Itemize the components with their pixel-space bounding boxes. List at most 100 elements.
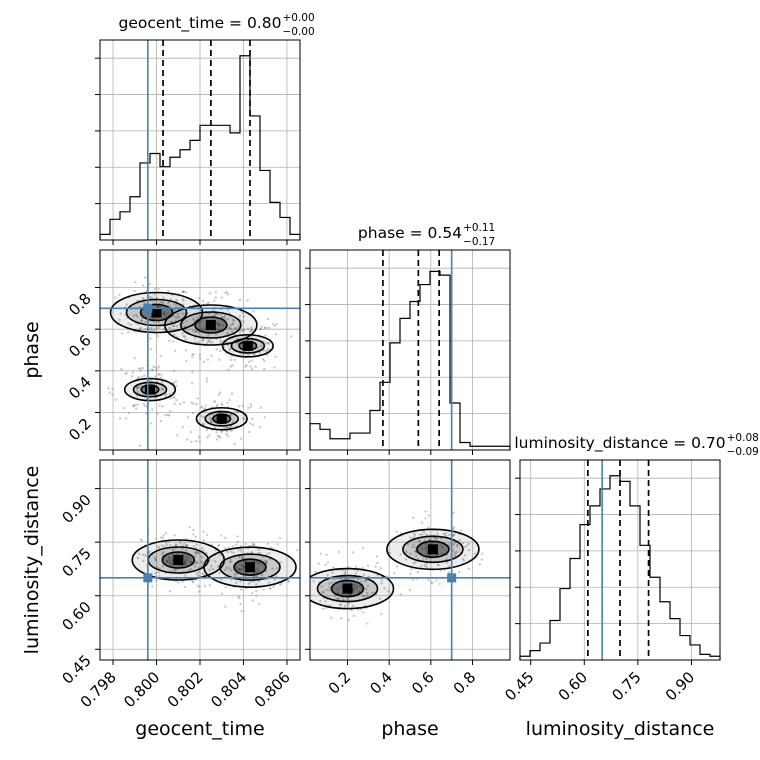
sample-point bbox=[404, 558, 408, 561]
sample-point bbox=[418, 539, 421, 542]
sample-point bbox=[228, 347, 231, 350]
sample-point bbox=[220, 430, 223, 434]
sample-point bbox=[189, 430, 193, 434]
sample-point bbox=[168, 410, 172, 413]
sample-point bbox=[303, 600, 305, 602]
sample-point bbox=[399, 593, 403, 596]
sample-point bbox=[201, 338, 204, 341]
sample-point bbox=[229, 365, 233, 368]
sample-point bbox=[407, 543, 410, 546]
sample-point bbox=[425, 552, 428, 555]
sample-point bbox=[157, 305, 160, 308]
sample-point bbox=[234, 565, 238, 568]
sample-point bbox=[188, 526, 191, 529]
sample-point bbox=[343, 604, 347, 608]
sample-point bbox=[183, 335, 187, 338]
sample-point bbox=[230, 578, 233, 581]
sample-point bbox=[332, 565, 335, 569]
sample-point bbox=[221, 323, 225, 327]
sample-point bbox=[217, 393, 221, 396]
sample-point bbox=[165, 393, 168, 396]
sample-point bbox=[203, 314, 207, 317]
sample-point bbox=[144, 404, 147, 408]
sample-point bbox=[351, 604, 354, 608]
sample-point bbox=[225, 291, 229, 294]
sample-point bbox=[258, 562, 262, 565]
sample-point bbox=[366, 564, 370, 567]
y-tick-label: 0.2 bbox=[65, 415, 95, 445]
sample-point bbox=[208, 339, 211, 342]
sample-point bbox=[229, 324, 232, 327]
sample-point bbox=[242, 315, 245, 318]
sample-point bbox=[262, 349, 266, 352]
sample-point bbox=[183, 562, 186, 565]
sample-point bbox=[163, 310, 166, 314]
sample-point bbox=[216, 565, 220, 568]
density-peak bbox=[342, 583, 353, 594]
sample-point bbox=[185, 359, 188, 363]
sample-point bbox=[229, 425, 232, 428]
sample-point bbox=[216, 403, 219, 407]
sample-point bbox=[211, 567, 215, 571]
sample-point bbox=[198, 585, 201, 589]
sample-point bbox=[435, 537, 439, 541]
sample-point bbox=[265, 353, 269, 357]
sample-point bbox=[461, 557, 465, 561]
sample-point bbox=[266, 341, 270, 345]
sample-point bbox=[238, 314, 242, 318]
sample-point bbox=[361, 546, 365, 550]
sample-point bbox=[356, 570, 359, 573]
sample-point bbox=[135, 313, 138, 317]
sample-point bbox=[154, 369, 158, 372]
sample-point bbox=[168, 339, 171, 342]
sample-point bbox=[325, 588, 328, 592]
sample-point bbox=[271, 567, 274, 570]
sample-point bbox=[111, 387, 114, 391]
sample-point bbox=[453, 533, 456, 536]
y-tick-label: 0.90 bbox=[58, 491, 94, 527]
panel-title-minus: −0.00 bbox=[282, 26, 314, 38]
x-tick-label: 0.75 bbox=[608, 668, 644, 704]
sample-point bbox=[217, 322, 221, 325]
sample-point bbox=[240, 550, 243, 553]
sample-point bbox=[267, 342, 271, 345]
sample-point bbox=[220, 316, 224, 319]
sample-point bbox=[237, 405, 241, 408]
sample-point bbox=[142, 553, 145, 556]
sample-point bbox=[137, 386, 140, 389]
sample-point bbox=[197, 552, 200, 555]
sample-point bbox=[227, 546, 230, 549]
sample-point bbox=[127, 322, 130, 325]
density-peak bbox=[427, 544, 438, 555]
sample-point bbox=[226, 331, 229, 335]
sample-point bbox=[242, 328, 246, 331]
panel-title-plus: +0.11 bbox=[463, 222, 495, 234]
sample-point bbox=[157, 326, 160, 330]
sample-point bbox=[218, 358, 221, 361]
density-peak bbox=[151, 307, 162, 318]
histogram-panel-phase: phase = 0.54 +0.11 −0.17 bbox=[305, 222, 511, 455]
sample-point bbox=[182, 553, 185, 556]
sample-point bbox=[139, 326, 142, 330]
sample-point bbox=[278, 537, 282, 540]
sample-point bbox=[214, 291, 218, 294]
sample-point bbox=[185, 320, 188, 323]
density-peak bbox=[216, 413, 227, 424]
sample-point bbox=[192, 329, 195, 333]
sample-point bbox=[287, 580, 290, 583]
sample-point bbox=[125, 372, 128, 375]
sample-point bbox=[156, 334, 160, 338]
sample-point bbox=[144, 320, 147, 324]
sample-point bbox=[157, 571, 161, 574]
sample-point bbox=[118, 293, 121, 297]
sample-point bbox=[427, 553, 430, 557]
sample-point bbox=[159, 300, 163, 304]
sample-point bbox=[425, 562, 428, 566]
sample-point bbox=[240, 568, 244, 571]
sample-point bbox=[272, 585, 275, 588]
sample-point bbox=[163, 312, 166, 315]
sample-point bbox=[149, 337, 152, 340]
sample-point bbox=[414, 554, 418, 557]
sample-point bbox=[174, 543, 177, 546]
sample-point bbox=[246, 327, 250, 330]
